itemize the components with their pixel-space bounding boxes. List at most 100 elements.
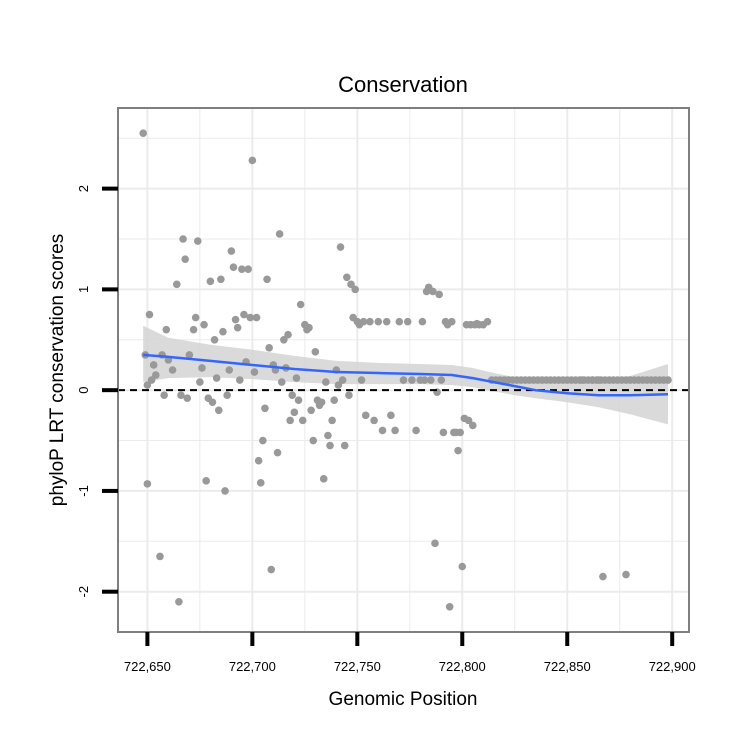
data-point <box>246 313 255 322</box>
data-point <box>296 300 305 309</box>
data-point <box>286 416 294 425</box>
data-point <box>280 335 288 344</box>
data-point <box>168 366 177 374</box>
data-point <box>345 391 353 399</box>
data-point <box>431 539 439 548</box>
y-tick-label: 0 <box>76 387 91 394</box>
data-point <box>336 243 345 251</box>
data-point <box>143 381 152 389</box>
data-point <box>162 325 171 334</box>
data-point <box>435 290 443 299</box>
x-axis-label: Genomic Position <box>329 689 478 710</box>
data-point <box>594 376 603 384</box>
data-point <box>426 376 435 384</box>
data-point <box>429 287 437 296</box>
x-tick-label: 722,700 <box>229 659 276 674</box>
data-point <box>206 277 215 286</box>
data-point <box>156 552 164 561</box>
data-point <box>147 376 156 384</box>
y-axis: -2 -1 0 1 2 <box>76 185 118 597</box>
data-point <box>277 378 286 386</box>
data-point <box>151 371 160 379</box>
data-point <box>179 235 187 243</box>
data-point <box>330 396 339 405</box>
data-point <box>408 376 416 384</box>
data-point <box>288 391 297 399</box>
data-points <box>139 129 672 611</box>
y-tick-label: 1 <box>76 286 91 293</box>
data-point <box>370 416 378 425</box>
y-tick-label: 2 <box>76 185 91 192</box>
data-point <box>317 398 326 407</box>
y-tick-label: -1 <box>76 485 91 497</box>
data-point <box>664 376 672 384</box>
data-point <box>290 408 299 417</box>
data-point <box>599 572 607 581</box>
data-point <box>183 394 192 403</box>
data-point <box>324 431 332 440</box>
confidence-ribbon-group <box>143 325 668 425</box>
data-point <box>217 275 225 284</box>
data-point <box>357 376 366 384</box>
data-point <box>223 391 231 399</box>
data-point <box>309 436 318 445</box>
data-point <box>181 255 189 263</box>
data-point <box>196 378 204 386</box>
data-point <box>340 441 349 450</box>
data-point <box>311 348 320 356</box>
data-point <box>458 562 467 571</box>
data-point <box>208 398 217 407</box>
data-point <box>227 247 236 255</box>
data-point <box>420 376 429 384</box>
x-tick-label: 722,650 <box>124 659 171 674</box>
data-point <box>172 280 181 289</box>
data-point <box>214 406 223 415</box>
data-point <box>273 448 282 457</box>
data-point <box>175 597 183 606</box>
data-point <box>189 325 198 334</box>
confidence-ribbon <box>143 325 668 425</box>
data-point <box>240 310 248 319</box>
data-point <box>145 310 154 319</box>
data-point <box>403 317 412 326</box>
data-point <box>139 129 147 137</box>
smooth-line <box>143 353 669 397</box>
data-point <box>177 391 185 399</box>
data-point <box>305 323 313 332</box>
data-point <box>343 273 351 282</box>
data-point <box>468 421 477 430</box>
data-point <box>267 565 276 574</box>
data-point <box>437 376 446 384</box>
x-tick-label: 722,900 <box>649 659 696 674</box>
data-point <box>225 366 234 374</box>
data-point <box>198 364 206 372</box>
data-point <box>319 475 328 483</box>
data-point <box>256 479 265 487</box>
data-point <box>261 404 269 413</box>
data-point <box>483 317 492 326</box>
data-point <box>250 368 259 376</box>
data-point <box>418 317 427 326</box>
data-point <box>382 317 391 326</box>
data-point <box>149 361 158 369</box>
data-point <box>326 441 334 450</box>
x-tick-label: 722,850 <box>544 659 591 674</box>
x-tick-label: 722,750 <box>334 659 381 674</box>
data-point <box>298 416 307 425</box>
data-point <box>233 323 242 332</box>
data-point <box>322 378 330 386</box>
data-point <box>244 265 252 274</box>
data-point <box>200 320 208 329</box>
data-point <box>212 374 221 382</box>
data-point <box>248 156 257 165</box>
data-point <box>454 446 462 455</box>
data-point <box>328 416 336 425</box>
data-point <box>395 317 404 326</box>
data-point <box>351 285 360 294</box>
data-point <box>263 275 271 284</box>
y-axis-label: phyloP LRT conservation scores <box>47 234 68 507</box>
data-point <box>292 374 301 382</box>
data-point <box>456 428 464 437</box>
data-point <box>221 487 229 495</box>
